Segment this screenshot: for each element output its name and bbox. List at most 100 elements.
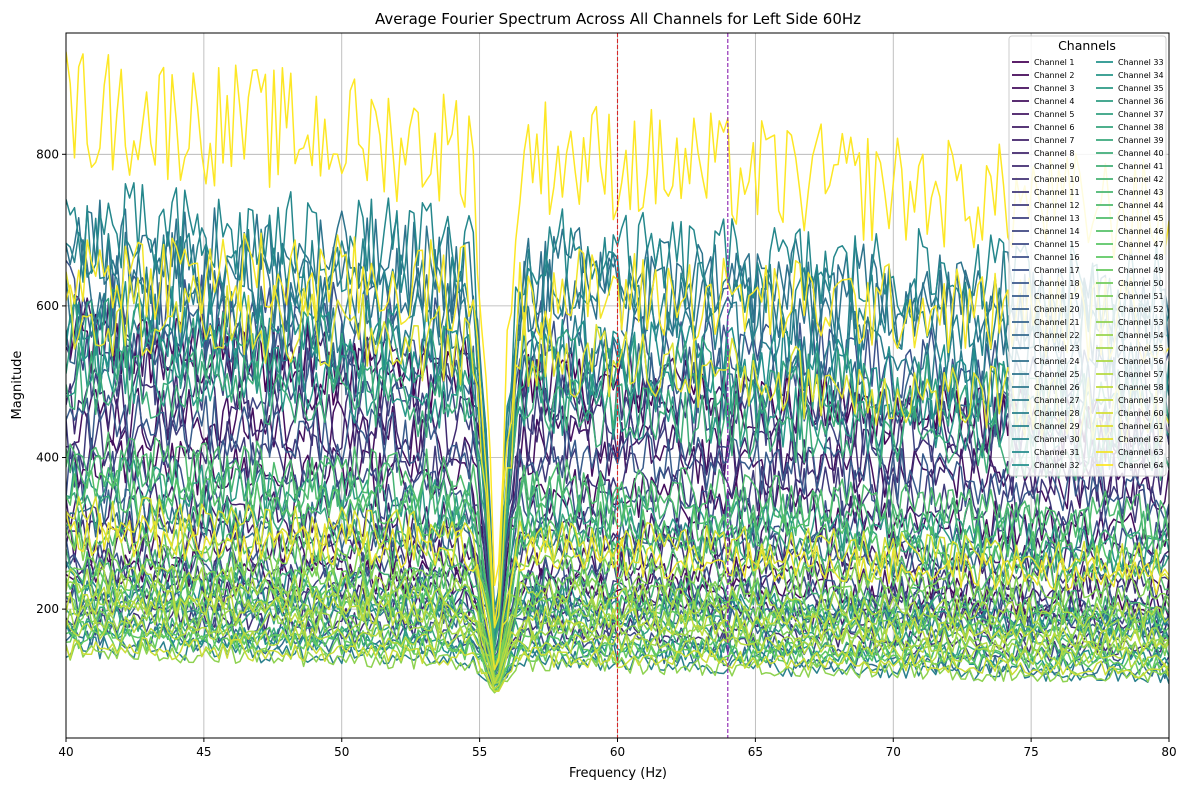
legend-label: Channel 39 — [1118, 136, 1164, 145]
legend-label: Channel 34 — [1118, 71, 1164, 80]
legend-label: Channel 30 — [1034, 435, 1080, 444]
x-tick-label: 40 — [58, 745, 73, 759]
series-line — [66, 579, 1169, 682]
x-tick-label: 80 — [1161, 745, 1176, 759]
legend-label: Channel 5 — [1034, 110, 1074, 119]
legend-label: Channel 17 — [1034, 266, 1080, 275]
legend-label: Channel 14 — [1034, 227, 1080, 236]
legend-label: Channel 36 — [1118, 97, 1164, 106]
legend-label: Channel 42 — [1118, 175, 1164, 184]
legend-label: Channel 23 — [1034, 344, 1080, 353]
legend-label: Channel 7 — [1034, 136, 1074, 145]
legend-label: Channel 32 — [1034, 461, 1080, 470]
legend-box — [1008, 35, 1167, 477]
series-line — [66, 637, 1169, 693]
legend-label: Channel 52 — [1118, 305, 1164, 314]
legend-label: Channel 11 — [1034, 188, 1080, 197]
x-tick-label: 65 — [748, 745, 763, 759]
legend-items: Channel 1 Channel 2 Channel 3 Channel 4 Chan… — [1012, 58, 1164, 470]
legend-label: Channel 41 — [1118, 162, 1164, 171]
series-line — [66, 394, 1169, 656]
legend-label: Channel 8 — [1034, 149, 1074, 158]
y-tick-label: 200 — [36, 602, 59, 616]
legend-label: Channel 43 — [1118, 188, 1164, 197]
legend-label: Channel 9 — [1034, 162, 1074, 171]
legend-label: Channel 2 — [1034, 71, 1074, 80]
legend-label: Channel 40 — [1118, 149, 1164, 158]
y-tick-label: 400 — [36, 451, 59, 465]
legend-label: Channel 57 — [1118, 370, 1164, 379]
x-tick-label: 45 — [196, 745, 211, 759]
series-line — [66, 586, 1169, 685]
legend-label: Channel 20 — [1034, 305, 1080, 314]
x-axis-label: Frequency (Hz) — [569, 766, 667, 781]
legend-label: Channel 44 — [1118, 201, 1164, 210]
legend-label: Channel 21 — [1034, 318, 1080, 327]
legend-label: Channel 26 — [1034, 383, 1080, 392]
legend-label: Channel 51 — [1118, 292, 1164, 301]
legend-label: Channel 64 — [1118, 461, 1164, 470]
series-line — [66, 271, 1169, 629]
legend-label: Channel 38 — [1118, 123, 1164, 132]
series-line — [66, 294, 1169, 633]
legend-label: Channel 45 — [1118, 214, 1164, 223]
legend-label: Channel 18 — [1034, 279, 1080, 288]
series-line — [66, 329, 1169, 641]
x-tick-label: 50 — [334, 745, 349, 759]
chart-title: Average Fourier Spectrum Across All Chan… — [375, 10, 861, 28]
legend-label: Channel 59 — [1118, 396, 1164, 405]
legend-label: Channel 63 — [1118, 448, 1164, 457]
y-axis-ticks: 200 400 600 800 — [36, 147, 66, 616]
series-line — [66, 431, 1169, 655]
legend-label: Channel 4 — [1034, 97, 1074, 106]
legend-label: Channel 35 — [1118, 84, 1164, 93]
legend-label: Channel 27 — [1034, 396, 1080, 405]
legend-label: Channel 58 — [1118, 383, 1164, 392]
legend-label: Channel 13 — [1034, 214, 1080, 223]
legend-label: Channel 10 — [1034, 175, 1080, 184]
reference-lines — [616, 33, 729, 738]
plot-area — [66, 33, 1169, 738]
legend-label: Channel 46 — [1118, 227, 1164, 236]
series-line — [66, 528, 1169, 671]
legend-label: Channel 56 — [1118, 357, 1164, 366]
legend-label: Channel 61 — [1118, 422, 1164, 431]
legend-label: Channel 15 — [1034, 240, 1080, 249]
legend-label: Channel 62 — [1118, 435, 1164, 444]
x-tick-label: 75 — [1023, 745, 1038, 759]
legend-label: Channel 48 — [1118, 253, 1164, 262]
legend-label: Channel 50 — [1118, 279, 1164, 288]
x-tick-label: 70 — [886, 745, 901, 759]
legend-label: Channel 12 — [1034, 201, 1080, 210]
x-tick-label: 55 — [472, 745, 487, 759]
y-tick-label: 600 — [36, 299, 59, 313]
legend-label: Channel 16 — [1034, 253, 1080, 262]
legend-label: Channel 33 — [1118, 58, 1164, 67]
legend-title: Channels — [1058, 38, 1116, 53]
legend-label: Channel 60 — [1118, 409, 1164, 418]
series-line — [66, 488, 1169, 672]
legend-label: Channel 47 — [1118, 240, 1164, 249]
legend-label: Channel 1 — [1034, 58, 1074, 67]
legend-label: Channel 29 — [1034, 422, 1080, 431]
legend-label: Channel 25 — [1034, 370, 1080, 379]
y-tick-label: 800 — [36, 147, 59, 161]
series-line — [66, 548, 1169, 676]
x-tick-label: 60 — [610, 745, 625, 759]
legend-label: Channel 6 — [1034, 123, 1074, 132]
x-axis-ticks: 40 45 50 55 60 65 70 75 80 — [58, 738, 1177, 759]
series-line — [66, 599, 1169, 687]
legend-label: Channel 37 — [1118, 110, 1164, 119]
legend-label: Channel 3 — [1034, 84, 1074, 93]
legend-label: Channel 55 — [1118, 344, 1164, 353]
legend-label: Channel 22 — [1034, 331, 1080, 340]
legend-label: Channel 24 — [1034, 357, 1080, 366]
legend-label: Channel 53 — [1118, 318, 1164, 327]
legend-label: Channel 19 — [1034, 292, 1080, 301]
legend-label: Channel 28 — [1034, 409, 1080, 418]
legend-label: Channel 54 — [1118, 331, 1164, 340]
legend-label: Channel 31 — [1034, 448, 1080, 457]
y-axis-label: Magnitude — [10, 351, 25, 420]
